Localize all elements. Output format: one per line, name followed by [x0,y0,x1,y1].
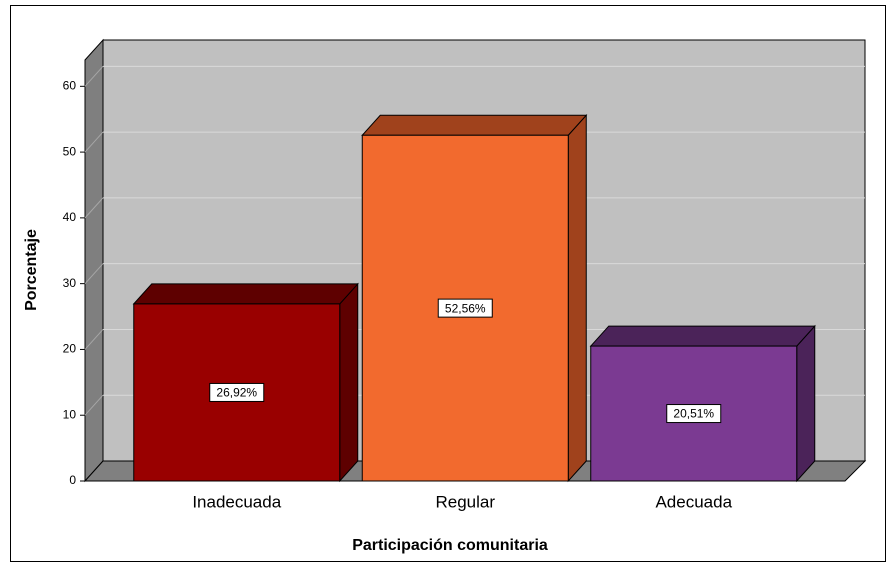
y-tick-label: 0 [69,473,76,487]
y-tick-label: 20 [63,342,77,356]
value-label-box [437,298,493,318]
bar-side [339,282,359,483]
grid-line-side [84,131,104,153]
bar-top [589,325,816,347]
value-label-box [209,382,265,402]
y-tick-label: 50 [63,144,77,158]
bar-top [361,114,588,136]
bar-side [567,113,587,483]
x-axis-title: Participación comunitaria [352,537,548,554]
y-axis-title: Porcentaje [23,229,40,311]
grid-line-side [84,329,104,350]
y-tick-label: 40 [63,210,77,224]
bar-top [132,283,359,305]
y-tick-label: 30 [63,276,77,290]
grid-line-side [84,65,104,87]
x-tick-label: Regular [435,492,495,511]
grid-line-side [84,197,104,219]
y-tick-label: 10 [63,407,77,421]
grid-line-side [84,263,104,284]
left-wall [84,38,104,483]
x-tick-label: Adecuada [655,492,732,511]
value-label: 20,51% [673,407,714,421]
bars: 26,92% 52,56% 20,51% [132,113,816,483]
y-tick-label: 60 [63,78,77,92]
value-label-box [666,404,722,424]
x-tick-label: Inadecuada [192,492,281,511]
value-label: 26,92% [216,386,257,400]
bar-side [796,324,816,483]
value-label: 52,56% [445,301,486,315]
grid-line-side [84,394,104,416]
